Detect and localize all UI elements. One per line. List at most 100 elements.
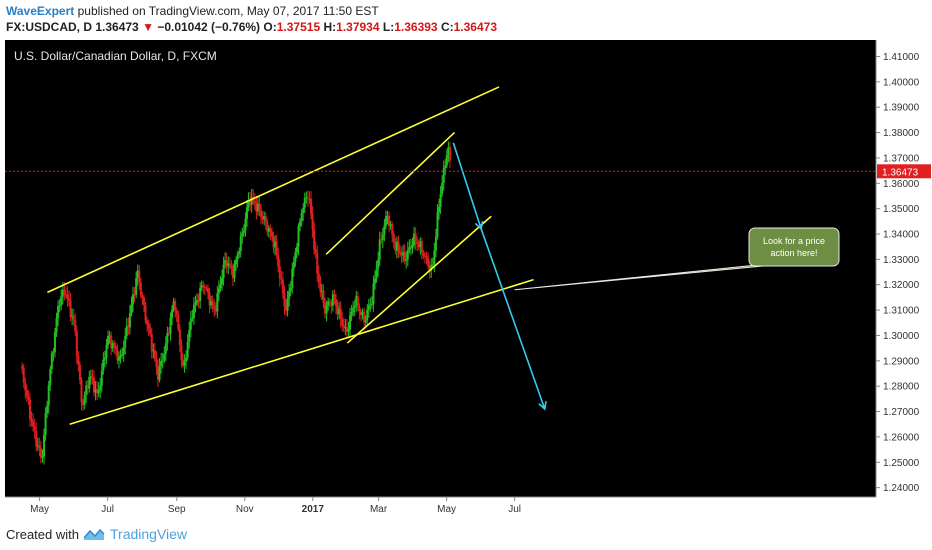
candle-body	[238, 251, 241, 255]
candle-body	[313, 229, 316, 250]
candle-body	[349, 315, 352, 330]
plot-area[interactable]	[5, 40, 876, 497]
candle-body	[366, 309, 369, 321]
candle-body	[227, 263, 230, 267]
candle-body	[311, 213, 314, 230]
candle-body	[233, 264, 236, 279]
candle-body	[406, 249, 409, 260]
candle-body	[249, 199, 252, 205]
candle-body	[63, 289, 66, 295]
candle-body	[183, 361, 186, 366]
candle-body	[295, 246, 298, 253]
candle-body	[336, 306, 339, 315]
y-tick-label: 1.33000	[883, 255, 920, 266]
chart-title: U.S. Dollar/Canadian Dollar, D, FXCM	[14, 49, 217, 63]
y-tick-label: 1.36000	[883, 179, 920, 190]
candle-body	[125, 325, 128, 336]
candle-body	[275, 241, 278, 255]
candle-body	[334, 299, 337, 307]
y-tick-label: 1.40000	[883, 77, 920, 88]
candle-body	[416, 242, 419, 245]
price-axis[interactable]	[876, 40, 932, 497]
candle-body	[245, 207, 248, 219]
chart-header: WaveExpert published on TradingView.com,…	[0, 0, 932, 38]
last-price: 1.36473	[95, 20, 139, 34]
candle-body	[294, 252, 297, 262]
candle-body	[281, 279, 284, 294]
candle-body	[314, 249, 317, 254]
candle-body	[328, 301, 331, 303]
candle-body	[292, 261, 295, 269]
candle-body	[177, 314, 180, 330]
candle-body	[253, 200, 256, 204]
y-ticks: 1.41000 1.40000 1.39000 1.38000 1.37000 1.360…	[876, 52, 920, 494]
candle-body	[324, 303, 327, 314]
candle-body	[247, 199, 250, 208]
author-link[interactable]: WaveExpert	[6, 4, 75, 18]
candle-body	[308, 198, 311, 200]
candle-body	[208, 292, 211, 306]
y-tick-label: 1.30000	[883, 331, 920, 342]
candle-body	[103, 357, 106, 360]
candles-layer	[21, 141, 451, 465]
candle-body	[372, 283, 375, 304]
candle-body	[325, 305, 328, 314]
candle-body	[92, 378, 95, 393]
candle-body	[274, 241, 277, 248]
candle-body	[444, 165, 447, 169]
candle-body	[405, 259, 408, 261]
candle-body	[441, 183, 444, 195]
candle-body	[147, 324, 150, 329]
candle-body	[107, 336, 110, 346]
candle-body	[283, 293, 286, 307]
candle-body	[221, 277, 224, 285]
candle-body	[178, 329, 181, 345]
candle-body	[86, 385, 89, 389]
candle-body	[68, 298, 71, 301]
candle-body	[306, 197, 309, 199]
candle-body	[49, 369, 52, 386]
candle-body	[322, 290, 325, 304]
candle-body	[167, 333, 170, 335]
candle-body	[260, 210, 263, 217]
candle-body	[146, 320, 149, 325]
y-tick-label: 1.24000	[883, 483, 920, 494]
candle-body	[278, 266, 281, 279]
candle-body	[58, 305, 61, 307]
candle-body	[389, 224, 392, 227]
candle-body	[425, 256, 428, 258]
candle-body	[399, 251, 402, 254]
candle-body	[436, 212, 439, 237]
candle-body	[403, 252, 406, 261]
y-tick-label: 1.37000	[883, 153, 920, 164]
candle-body	[72, 315, 75, 320]
candle-body	[110, 335, 113, 349]
candle-body	[127, 325, 130, 328]
candle-body	[342, 325, 345, 328]
change-value: −0.01042 (−0.76%)	[157, 20, 261, 34]
candle-body	[241, 232, 244, 236]
candle-body	[97, 390, 100, 394]
candle-body	[160, 361, 163, 367]
candle-body	[423, 255, 426, 257]
candle-body	[256, 203, 259, 212]
candle-body	[433, 250, 436, 265]
candle-body	[338, 308, 341, 315]
candle-body	[105, 345, 108, 358]
time-axis[interactable]	[5, 497, 876, 518]
tradingview-logo-icon	[83, 528, 105, 540]
candle-body	[394, 242, 397, 251]
candle-body	[299, 221, 302, 227]
candle-body	[214, 309, 217, 312]
candle-body	[102, 359, 105, 371]
candle-body	[333, 294, 336, 300]
tradingview-brand[interactable]: TradingView	[110, 526, 188, 542]
candle-body	[30, 418, 33, 421]
candle-body	[285, 306, 288, 311]
candle-body	[383, 225, 386, 235]
candle-body	[199, 287, 202, 302]
x-tick-label: Sep	[168, 504, 186, 515]
down-arrow-icon: ▼	[142, 20, 154, 34]
symbol-line: FX:USDCAD, D 1.36473 ▼ −0.01042 (−0.76%)…	[6, 20, 497, 34]
